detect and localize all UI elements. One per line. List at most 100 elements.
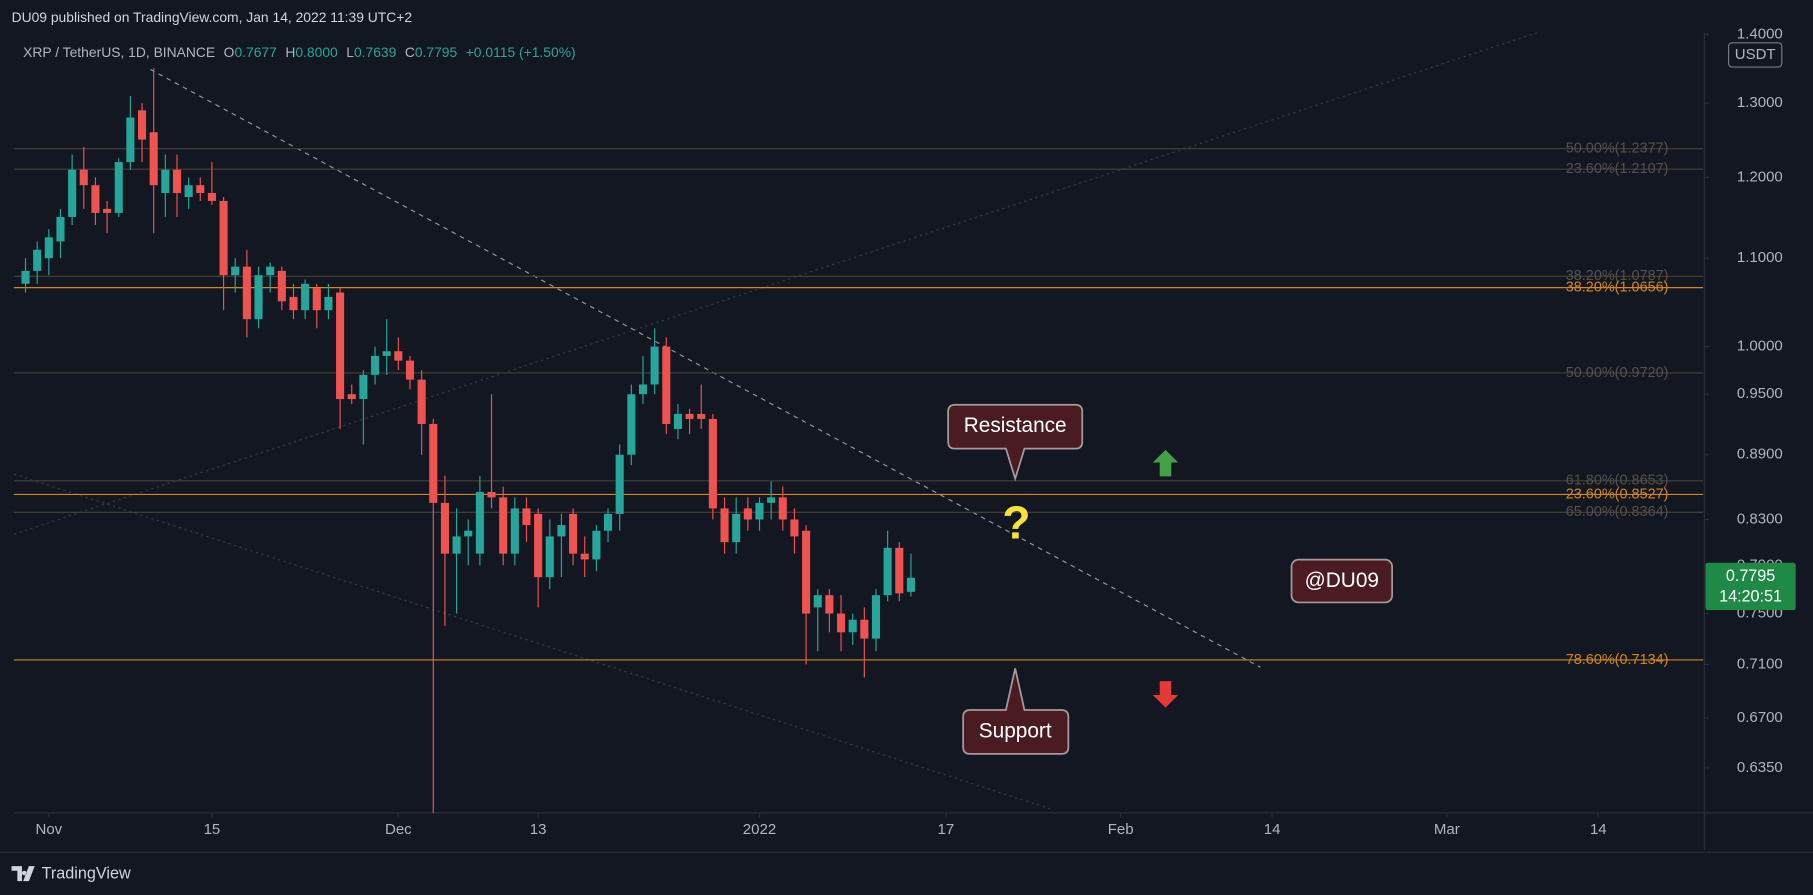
- level-label: 38.20%(1.0656): [1566, 279, 1669, 295]
- x-tick-label: Mar: [1434, 821, 1460, 838]
- callout-text: Resistance: [964, 414, 1067, 437]
- y-tick-label: 1.2000: [1737, 168, 1783, 185]
- candle-body: [906, 577, 915, 592]
- candle-body: [499, 497, 508, 554]
- candle-body: [615, 454, 624, 514]
- candle-body: [254, 275, 263, 320]
- candle-body: [277, 270, 286, 302]
- candle-body: [289, 296, 298, 311]
- publisher: DU09 published on TradingView.com, Jan 1…: [12, 9, 413, 25]
- logo-icon: [11, 866, 35, 882]
- candle-body: [848, 619, 857, 633]
- candle-body: [312, 288, 321, 311]
- candle-body: [405, 360, 415, 380]
- ohlc-key: O: [224, 44, 235, 60]
- candle-body: [324, 296, 333, 311]
- y-tick-label: 1.3000: [1737, 94, 1783, 111]
- candle-body: [137, 110, 147, 140]
- candle-body: [452, 536, 461, 554]
- candle-body: [347, 394, 356, 400]
- drawings: [13, 32, 1538, 810]
- change: +0.0115 (+1.50%): [466, 44, 576, 60]
- candle-body: [662, 346, 671, 424]
- candle-body: [569, 513, 578, 554]
- callout-text: Support: [979, 719, 1052, 742]
- down-arrow: [1152, 681, 1179, 708]
- candle-body: [883, 547, 892, 596]
- countdown: 14:20:51: [1719, 588, 1782, 606]
- candles: [21, 68, 915, 813]
- candle-body: [91, 185, 100, 213]
- candle-body: [196, 185, 205, 194]
- candle-body: [685, 413, 694, 419]
- level-label: 50.00%(1.2377): [1566, 141, 1669, 157]
- candle-body: [359, 374, 368, 400]
- candle-body: [79, 169, 88, 186]
- candle-body: [487, 491, 496, 498]
- candle-body: [720, 508, 729, 543]
- candle-body: [103, 208, 112, 213]
- brand: TradingView: [42, 864, 131, 882]
- candle-body: [336, 292, 345, 400]
- x-tick-label: 2022: [743, 821, 776, 838]
- candle-body: [219, 200, 228, 276]
- candle-body: [790, 519, 799, 537]
- currency-label: USDT: [1735, 46, 1776, 63]
- candle-body: [673, 413, 682, 430]
- candle-body: [732, 513, 741, 543]
- x-tick-label: 13: [530, 821, 547, 838]
- candle-body: [301, 283, 310, 311]
- y-tick-label: 0.7100: [1737, 655, 1783, 672]
- ohlc-value: 0.8000: [295, 44, 338, 60]
- candle-body: [836, 613, 846, 633]
- fib-levels: 50.00%(1.2377) 23.60%(1.2107) 38.20%(1.078…: [13, 141, 1704, 668]
- candle-body: [382, 351, 391, 356]
- time-axis: Nov 15 Dec 13 2022 17 Feb 14 Mar 14: [35, 812, 1607, 838]
- y-tick-label: 1.0000: [1737, 338, 1783, 355]
- last-price-tag: 0.7795 14:20:51: [1705, 562, 1796, 611]
- candle-body: [266, 266, 275, 276]
- y-tick-label: 0.9500: [1737, 385, 1783, 402]
- candle-body: [522, 508, 531, 526]
- candle-body: [650, 346, 659, 385]
- candle-body: [825, 595, 834, 614]
- level-label: 23.60%(1.2107): [1566, 161, 1669, 177]
- legend-line: XRP / TetherUS, 1D, BINANCE O0.7677 H0.8…: [23, 44, 576, 60]
- candle-body: [743, 508, 752, 520]
- candle-body: [510, 508, 519, 554]
- symbol: XRP / TetherUS, 1D, BINANCE: [23, 44, 215, 60]
- candle-body: [44, 237, 53, 259]
- candle-body: [68, 169, 77, 217]
- y-tick-label: 1.4000: [1737, 25, 1783, 42]
- candle-body: [242, 266, 251, 320]
- last-price-box: [1705, 562, 1796, 611]
- x-tick-label: 17: [938, 821, 955, 838]
- candle-body: [370, 355, 380, 375]
- channel-line: [13, 32, 1538, 535]
- x-tick-label: Nov: [35, 821, 62, 838]
- y-tick-label: 1.1000: [1737, 249, 1783, 266]
- candle-body: [580, 553, 589, 560]
- candle-body: [33, 249, 42, 271]
- channel-line: [13, 473, 1053, 810]
- y-tick-label: 0.8900: [1737, 446, 1783, 463]
- candle-body: [813, 595, 822, 608]
- level-label: 50.00%(0.9720): [1566, 365, 1669, 381]
- support-callout: Support: [962, 668, 1070, 755]
- candle-body: [895, 547, 904, 594]
- candle-body: [603, 513, 613, 531]
- ohlc-key: C: [405, 44, 415, 60]
- question-mark: ?: [1002, 496, 1030, 548]
- candle-body: [231, 266, 240, 276]
- y-tick-label: 0.8300: [1737, 510, 1783, 527]
- candle-body: [394, 351, 403, 361]
- level-label: 23.60%(0.8527): [1566, 486, 1669, 502]
- currency-box: [1728, 42, 1783, 68]
- y-tick-label: 0.6700: [1737, 709, 1783, 726]
- candle-body: [778, 497, 787, 520]
- callout-shape: [947, 403, 1084, 482]
- author-tag: @DU09: [1290, 558, 1393, 604]
- callout-shape: [962, 668, 1070, 755]
- candle-body: [429, 423, 438, 503]
